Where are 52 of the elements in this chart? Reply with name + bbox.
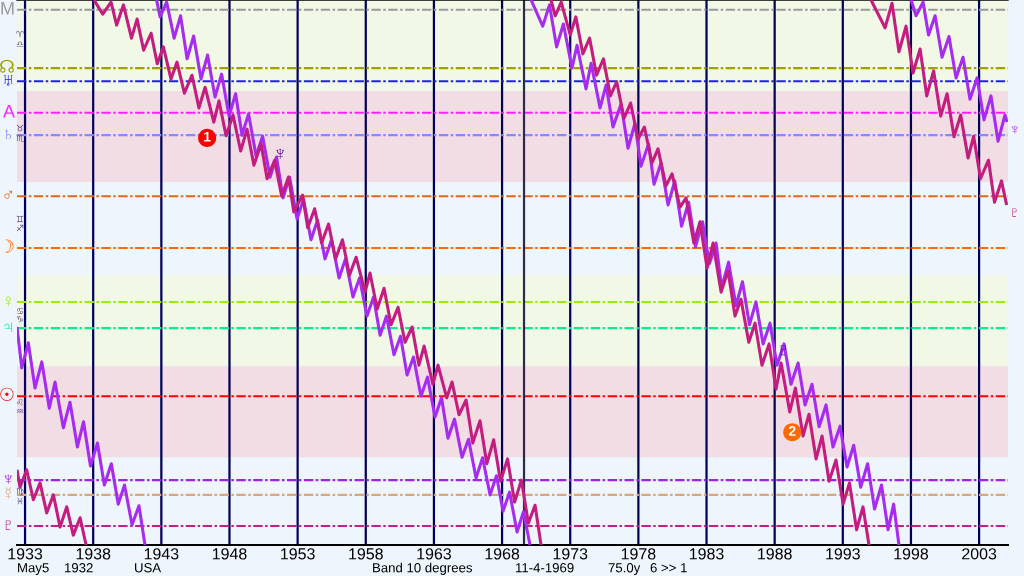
annotation: ♋ — [16, 308, 24, 315]
ref-line-label: ☿ — [5, 487, 11, 499]
text: 75.0y — [608, 563, 641, 575]
x-tick-label: 1963 — [417, 548, 451, 560]
x-tick-label: 1968 — [485, 548, 520, 560]
x-tick-label: 1983 — [689, 548, 724, 560]
series-label: ♆ — [1011, 125, 1018, 134]
x-tick-label: 1993 — [826, 548, 860, 560]
text: May5 — [18, 563, 49, 575]
x-tick-label: 1958 — [349, 548, 383, 560]
series-label: ♇ — [1012, 208, 1017, 217]
x-tick-label: 1933 — [8, 548, 43, 560]
ref-line-label: A — [3, 105, 15, 118]
x-tick-label: 1943 — [144, 548, 179, 560]
x-tick-label: 1988 — [758, 548, 792, 560]
ref-line-label: M — [1, 2, 14, 15]
annotation: ♐ — [16, 224, 24, 232]
annotation: ♑ — [16, 315, 24, 323]
ref-line-label: ♂ — [4, 190, 13, 199]
annotation: 2 — [788, 426, 796, 436]
ref-line-label: ☽ — [5, 239, 14, 253]
annotation: ♈ — [16, 30, 24, 38]
annotation: ♆ — [276, 148, 284, 159]
ref-line-label: ☉ — [0, 387, 14, 401]
ref-line-label: ☊ — [0, 59, 14, 73]
ref-line-label: ♆ — [4, 474, 12, 484]
ref-line-label: ♇ — [5, 520, 11, 530]
annotation: ♓ — [17, 497, 23, 505]
annotation: ♇ — [780, 345, 787, 356]
text: Band 10 degrees — [373, 562, 473, 575]
annotation: ♒ — [16, 409, 24, 413]
x-tick-label: 1953 — [281, 548, 315, 560]
x-tick-label: 1938 — [76, 548, 111, 560]
text: 11-4-1969 — [516, 563, 574, 573]
text: 6 >> 1 — [650, 563, 687, 573]
x-tick-label: 1973 — [553, 548, 588, 560]
annotation: ♎ — [16, 41, 24, 47]
text: USA — [135, 563, 162, 573]
x-tick-label: 1998 — [894, 548, 929, 560]
x-tick-label: 1948 — [212, 548, 247, 560]
text: 1932 — [65, 563, 93, 573]
annotation: ♊ — [16, 215, 24, 223]
annotation: ♌ — [17, 398, 23, 406]
x-tick-label: 1978 — [621, 548, 656, 560]
ref-line-label: ♅ — [4, 75, 13, 86]
ref-line-label: ♃ — [4, 322, 13, 333]
annotation: ♏ — [16, 134, 24, 143]
x-tick-label: 2003 — [962, 548, 997, 560]
annotation: 1 — [204, 131, 211, 142]
ref-line-label: ♀ — [5, 296, 11, 306]
annotation: ♉ — [16, 124, 24, 132]
ref-line-label: ♄ — [5, 129, 12, 140]
